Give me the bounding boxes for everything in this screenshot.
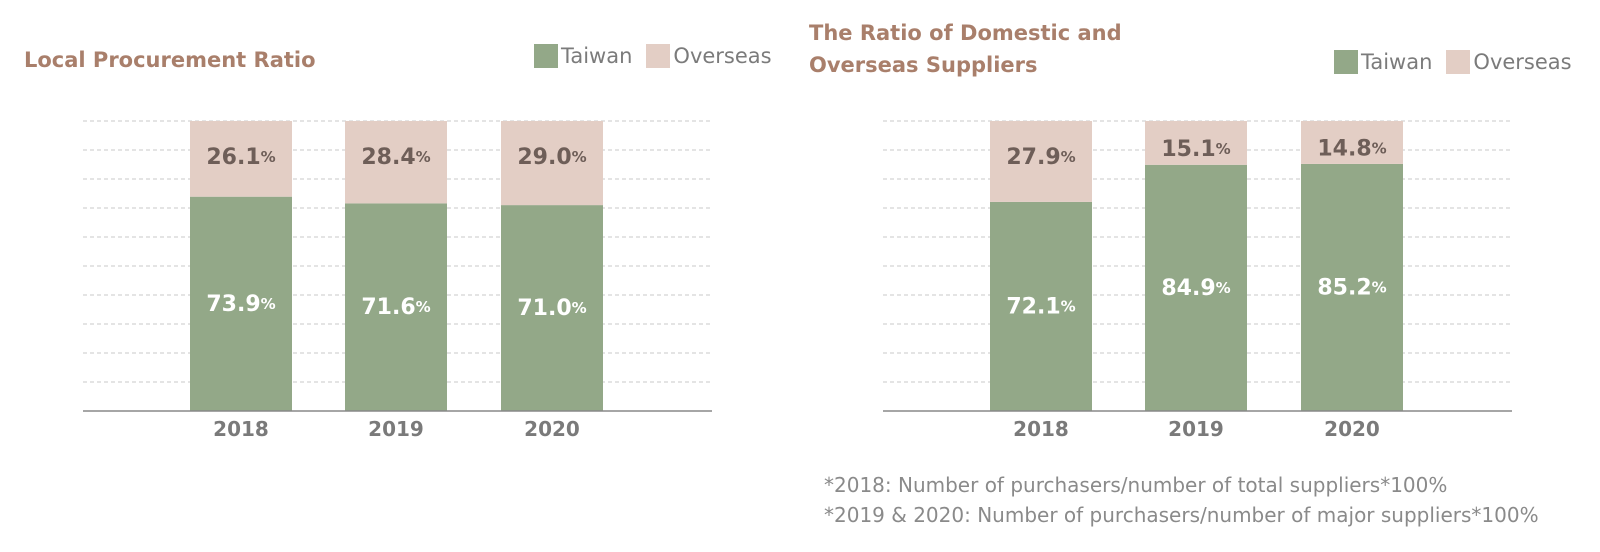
- data-label-taiwan-2019-number: 71.6: [361, 295, 415, 320]
- data-label-overseas-2018: 26.1%: [206, 145, 275, 170]
- legend-item-taiwan: Taiwan: [534, 44, 632, 68]
- legend-label-taiwan: Taiwan: [561, 44, 633, 68]
- chart-panel-domestic-overseas-suppliers: The Ratio of Domestic and Overseas Suppl…: [800, 0, 1600, 552]
- chart-title-line-2: Overseas Suppliers: [809, 53, 1038, 77]
- data-label-overseas-2019-number: 15.1: [1161, 136, 1215, 161]
- data-label-overseas-2019-number: 28.4: [361, 145, 415, 170]
- x-tick-label-2020: 2020: [524, 417, 580, 441]
- bar-taiwan-2019: [1145, 164, 1247, 411]
- data-label-taiwan-2020-unit: %: [572, 299, 587, 317]
- footnotes: *2018: Number of purchasers/number of to…: [824, 470, 1539, 530]
- data-label-taiwan-2018-number: 72.1: [1006, 294, 1060, 319]
- legend-swatch-overseas: [646, 44, 671, 68]
- bar-overseas-2020: [1301, 121, 1403, 164]
- bar-taiwan-2018: [190, 196, 292, 411]
- data-label-taiwan-2019-unit: %: [416, 298, 431, 316]
- data-label-overseas-2020-number: 29.0: [517, 145, 571, 170]
- x-tick-label-2018: 2018: [1013, 417, 1069, 441]
- bar-overseas-2019: [345, 121, 447, 204]
- legend-swatch-overseas: [1446, 50, 1471, 74]
- bar-overseas-2019: [1145, 121, 1247, 165]
- data-label-taiwan-2020: 71.0%: [517, 296, 586, 321]
- data-label-taiwan-2020-number: 71.0: [517, 296, 571, 321]
- bar-overseas-2020: [501, 121, 603, 206]
- legend-item-taiwan: Taiwan: [1334, 50, 1432, 74]
- data-label-taiwan-2019: 84.9%: [1161, 275, 1230, 300]
- data-label-overseas-2019-unit: %: [1216, 140, 1231, 158]
- legend-label-overseas: Overseas: [1473, 50, 1572, 74]
- data-label-taiwan-2018: 73.9%: [206, 291, 275, 316]
- legend-item-overseas: Overseas: [646, 44, 772, 68]
- legend-swatch-taiwan: [534, 44, 558, 68]
- data-label-taiwan-2018-unit: %: [261, 295, 276, 313]
- chart-title: The Ratio of Domestic and Overseas Suppl…: [809, 17, 1122, 81]
- data-label-overseas-2020: 29.0%: [517, 145, 586, 170]
- data-label-overseas-2020-unit: %: [572, 148, 587, 166]
- data-label-taiwan-2018-unit: %: [1061, 297, 1076, 315]
- data-label-taiwan-2019-unit: %: [1216, 279, 1231, 297]
- data-label-taiwan-2020-number: 85.2: [1317, 275, 1371, 300]
- data-label-overseas-2019: 15.1%: [1161, 136, 1230, 161]
- bar-taiwan-2020: [1301, 163, 1403, 411]
- data-label-taiwan-2020: 85.2%: [1317, 275, 1386, 300]
- x-tick-label-2019: 2019: [1168, 417, 1224, 441]
- data-label-overseas-2018: 27.9%: [1006, 145, 1075, 170]
- data-label-overseas-2018-number: 26.1: [206, 145, 260, 170]
- x-tick-label-2019: 2019: [368, 417, 424, 441]
- data-label-overseas-2019-unit: %: [416, 148, 431, 166]
- bar-overseas-2018: [190, 121, 292, 197]
- data-label-taiwan-2018-number: 73.9: [206, 291, 260, 316]
- chart-panel-local-procurement: Local Procurement Ratio Taiwan Overseas …: [24, 44, 786, 441]
- data-label-taiwan-2019: 71.6%: [361, 295, 430, 320]
- data-label-overseas-2020: 14.8%: [1317, 136, 1386, 161]
- chart-title-line-1: The Ratio of Domestic and: [809, 21, 1122, 45]
- x-tick-label-2018: 2018: [213, 417, 269, 441]
- legend: Taiwan Overseas: [534, 44, 786, 68]
- data-label-overseas-2019: 28.4%: [361, 145, 430, 170]
- legend: Taiwan Overseas: [1334, 50, 1586, 74]
- bar-taiwan-2018: [990, 201, 1092, 411]
- data-label-overseas-2020-unit: %: [1372, 139, 1387, 157]
- legend-swatch-taiwan: [1334, 50, 1358, 74]
- x-tick-label-2020: 2020: [1324, 417, 1380, 441]
- data-label-overseas-2018-number: 27.9: [1006, 145, 1060, 170]
- legend-item-overseas: Overseas: [1446, 50, 1572, 74]
- footnote-2019-2020: *2019 & 2020: Number of purchasers/numbe…: [824, 503, 1539, 527]
- data-label-taiwan-2020-unit: %: [1372, 278, 1387, 296]
- data-label-overseas-2020-number: 14.8: [1317, 136, 1371, 161]
- data-label-overseas-2018-unit: %: [1061, 148, 1076, 166]
- data-label-taiwan-2019-number: 84.9: [1161, 275, 1215, 300]
- chart-plot-domestic-overseas-suppliers: 72.1%27.9%201884.9%15.1%201985.2%14.8%20…: [883, 120, 1512, 441]
- footnote-2018: *2018: Number of purchasers/number of to…: [824, 473, 1448, 497]
- legend-label-taiwan: Taiwan: [1361, 50, 1433, 74]
- bar-overseas-2018: [990, 121, 1092, 202]
- chart-title: Local Procurement Ratio: [24, 48, 316, 72]
- data-label-overseas-2018-unit: %: [261, 148, 276, 166]
- legend-label-overseas: Overseas: [673, 44, 772, 68]
- bar-taiwan-2019: [345, 203, 447, 411]
- data-label-taiwan-2018: 72.1%: [1006, 294, 1075, 319]
- bar-taiwan-2020: [501, 205, 603, 411]
- chart-plot-local-procurement: 73.9%26.1%201871.6%28.4%201971.0%29.0%20…: [83, 120, 712, 441]
